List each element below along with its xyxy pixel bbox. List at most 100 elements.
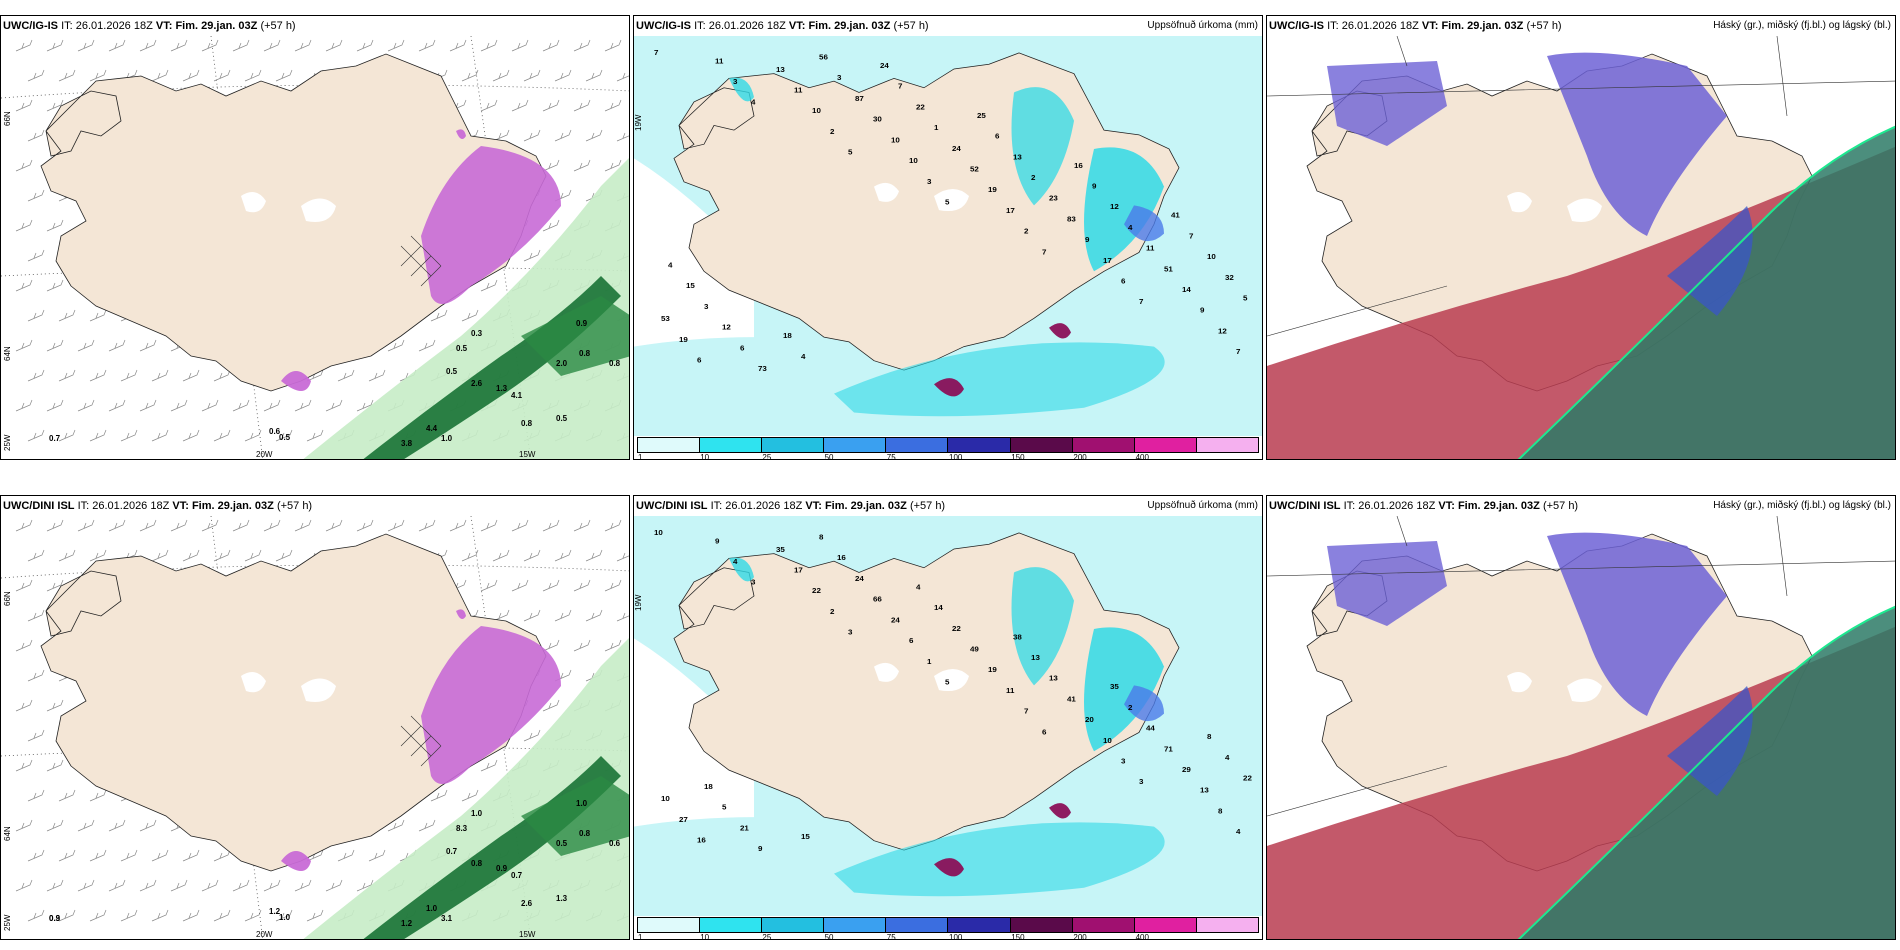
wind-barb bbox=[15, 639, 33, 652]
precip-map: 1033563442173892261110131617241920292735… bbox=[634, 516, 1262, 916]
wind-barb bbox=[554, 549, 572, 562]
precip-amount-label: 4 bbox=[1128, 223, 1133, 232]
glacier bbox=[874, 662, 899, 682]
wind-barb bbox=[58, 429, 76, 442]
wind-barb bbox=[232, 39, 250, 52]
precip-heavy bbox=[1124, 685, 1164, 722]
wind-barb bbox=[275, 909, 293, 922]
snow-amount-label: 2.0 bbox=[556, 359, 568, 368]
panel-header: UWC/DINI ISL IT: 26.01.2026 18Z VT: Fim.… bbox=[1269, 500, 1578, 512]
wind-barb bbox=[325, 39, 343, 52]
precip-amount-label: 7 bbox=[1139, 297, 1143, 306]
wind-barb bbox=[523, 69, 541, 82]
wind-barb bbox=[15, 339, 33, 352]
wind-barb bbox=[120, 849, 138, 862]
precip-amount-label: 2 bbox=[1031, 173, 1035, 182]
precip-amount-label: 5 bbox=[1243, 294, 1248, 303]
wind-barb bbox=[573, 99, 591, 112]
wind-barb bbox=[27, 549, 45, 562]
precip-amount-label: 9 bbox=[1085, 235, 1090, 244]
glacier bbox=[241, 192, 266, 213]
snow-amount-label: 0.8 bbox=[579, 829, 591, 838]
precip-amount-label: 17 bbox=[794, 566, 803, 575]
precip-extreme bbox=[934, 378, 964, 397]
wind-barb bbox=[213, 69, 231, 82]
coastline bbox=[673, 52, 1180, 371]
precip-amount-label: 7 bbox=[654, 48, 658, 57]
wind-barb bbox=[244, 549, 262, 562]
wind-barb bbox=[58, 369, 76, 382]
precip-heavy bbox=[1124, 205, 1164, 242]
wind-barb bbox=[523, 729, 541, 742]
panel-field-title: Háský (gr.), miðský (fj.bl.) og lágský (… bbox=[1713, 500, 1891, 511]
precip-amount-label: 2 bbox=[830, 127, 834, 136]
precip-amount-label: 10 bbox=[1103, 736, 1112, 745]
precip-extreme bbox=[1049, 803, 1071, 819]
cloud-high bbox=[1327, 541, 1447, 626]
colorbar-segment bbox=[1134, 438, 1197, 452]
wind-barb bbox=[77, 39, 95, 52]
precip-amount-label: 22 bbox=[812, 586, 821, 595]
precip-green-band bbox=[521, 776, 629, 856]
axis-label: 66N bbox=[3, 111, 12, 126]
precip-amount-label: 15 bbox=[801, 832, 811, 841]
wind-barb bbox=[368, 849, 386, 862]
panel-header: UWC/IG-IS IT: 26.01.2026 18Z VT: Fim. 29… bbox=[1269, 20, 1562, 32]
cloud-high bbox=[1667, 686, 1753, 796]
colorbar-tick-label: 1 bbox=[638, 933, 643, 940]
wind-barb bbox=[306, 909, 324, 922]
precip-amount-label: 10 bbox=[812, 106, 821, 115]
wind-barb bbox=[15, 759, 33, 772]
wind-barb bbox=[27, 429, 45, 442]
axis-label: 15W bbox=[519, 930, 536, 939]
precip-amount-label: 16 bbox=[697, 836, 707, 845]
projection-line bbox=[1267, 80, 1895, 97]
glacier bbox=[934, 668, 969, 692]
wind-barb bbox=[182, 549, 200, 562]
precip-amount-label: 4 bbox=[801, 352, 806, 361]
precip-amount-label: 6 bbox=[1121, 277, 1126, 286]
colorbar-segment bbox=[886, 438, 949, 452]
colorbar-tick-label: 10 bbox=[700, 453, 710, 460]
vt-label: VT: bbox=[155, 20, 173, 32]
snow-amount-label: 1.0 bbox=[279, 913, 291, 922]
wind-barb bbox=[15, 519, 33, 532]
wind-barb bbox=[263, 519, 281, 532]
precip-amount-label: 83 bbox=[1067, 215, 1077, 224]
wind-barb bbox=[139, 399, 157, 412]
wind-barb bbox=[15, 99, 33, 112]
cloud-edge-contour bbox=[1517, 605, 1895, 939]
wind-barb bbox=[170, 399, 188, 412]
westfjords-land bbox=[679, 567, 754, 629]
colorbar-tick-label: 10 bbox=[700, 933, 710, 940]
it-label: IT: bbox=[694, 20, 706, 32]
glacier bbox=[301, 198, 336, 222]
wind-barb bbox=[139, 39, 157, 52]
cloud-edge-contour bbox=[1517, 125, 1895, 459]
wind-barb bbox=[108, 879, 126, 892]
wind-barb bbox=[573, 579, 591, 592]
wind-barb bbox=[27, 609, 45, 622]
axis-label: 15W bbox=[519, 450, 536, 459]
it-label: IT: bbox=[710, 500, 723, 512]
snow-amount-label: 0.7 bbox=[446, 847, 458, 856]
colorbar-tick-label: 75 bbox=[886, 453, 896, 460]
wind-barb bbox=[108, 519, 126, 532]
wind-barb bbox=[151, 369, 169, 382]
map-panel: UWC/DINI ISL IT: 26.01.2026 18Z VT: Fim.… bbox=[0, 495, 630, 940]
glacier bbox=[874, 182, 899, 202]
wind-barb bbox=[58, 309, 76, 322]
projection-line bbox=[1267, 765, 1448, 817]
snow-amount-label: 0.7 bbox=[511, 871, 523, 880]
wind-barb bbox=[108, 339, 126, 352]
wind-barb bbox=[15, 399, 33, 412]
snow-wind-map: 0.70.60.50.52.61.34.10.90.82.0 0.80.50.83… bbox=[1, 36, 629, 459]
colorbar-segment bbox=[824, 438, 887, 452]
axis-label: 64N bbox=[3, 826, 12, 841]
projection-line bbox=[1776, 516, 1788, 597]
wind-barb bbox=[201, 39, 219, 52]
colorbar-tick-label: 150 bbox=[1011, 453, 1025, 460]
lead-time: (+57 h) bbox=[276, 500, 313, 512]
precip-amount-label: 18 bbox=[783, 331, 793, 340]
coastline bbox=[673, 532, 1180, 851]
